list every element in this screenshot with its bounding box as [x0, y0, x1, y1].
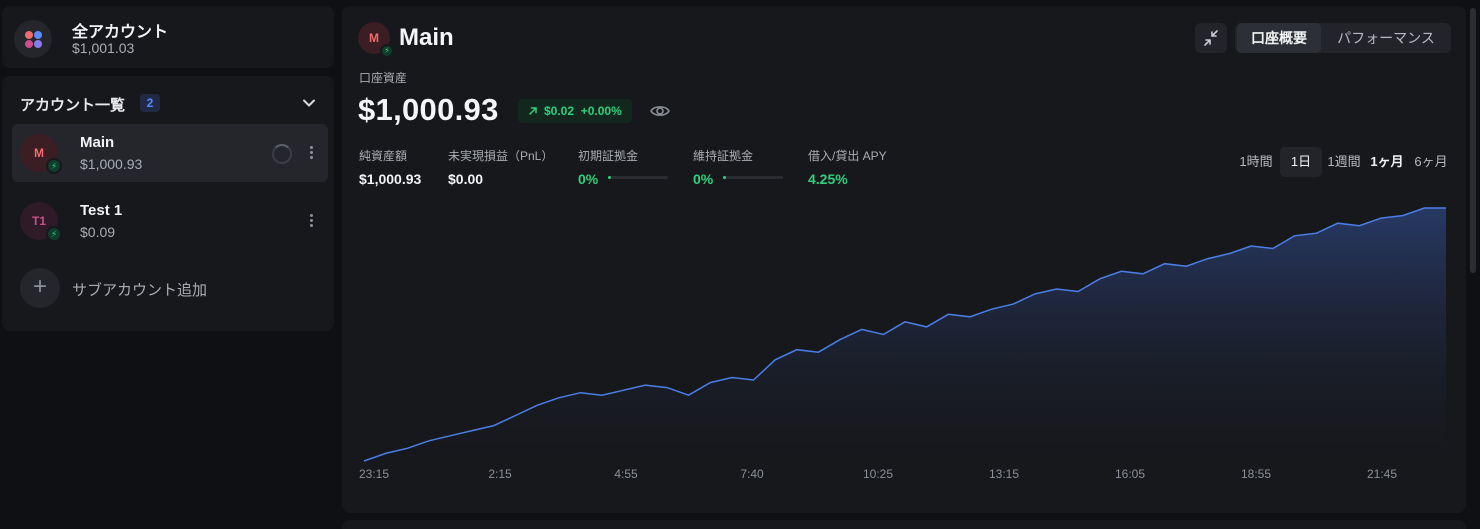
- bolt-icon: ⚡: [46, 158, 62, 174]
- account-list-header: アカウント一覧: [20, 97, 126, 114]
- change-percent: +0.00%: [580, 104, 622, 118]
- change-amount: $0.02: [544, 104, 575, 118]
- stat-value: 4.25%: [808, 171, 848, 187]
- equity-value: $1,000.93: [358, 92, 499, 127]
- stat-initial-margin: 初期証拠金 0%: [578, 147, 638, 187]
- stat-value: $1,000.93: [359, 171, 422, 187]
- page-title: Main: [399, 24, 454, 51]
- account-list-card: アカウント一覧 2 M ⚡ Main $1,000.93 T1 ⚡ Test 1…: [2, 76, 334, 331]
- account-name: Main: [80, 134, 115, 151]
- equity-label: 口座資産: [359, 71, 408, 85]
- all-accounts-title: 全アカウント: [72, 24, 169, 41]
- stat-label: 未実現損益（PnL）: [448, 149, 554, 163]
- maintenance-margin-bar: [723, 176, 783, 179]
- arrow-up-right-icon: [529, 107, 537, 115]
- chart-area-fill: [364, 208, 1446, 461]
- kebab-menu-icon[interactable]: [302, 144, 320, 164]
- initial-margin-bar: [608, 176, 668, 179]
- stat-label: 借入/貸出 APY: [808, 149, 887, 163]
- bolt-icon: ⚡: [46, 226, 62, 242]
- account-value: $0.09: [80, 224, 116, 240]
- stat-label: 初期証拠金: [578, 149, 639, 163]
- all-accounts-card[interactable]: 全アカウント $1,001.03: [2, 6, 334, 68]
- loading-spinner-icon: [272, 144, 292, 164]
- stat-borrow-lend-apy: 借入/貸出 APY 4.25%: [808, 147, 887, 187]
- stat-label: 維持証拠金: [693, 149, 754, 163]
- range-1-day[interactable]: 1日: [1280, 147, 1322, 177]
- tab-account-overview[interactable]: 口座概要: [1237, 23, 1321, 53]
- stat-unrealized-pnl: 未実現損益（PnL） $0.00: [448, 147, 553, 187]
- eye-icon[interactable]: [649, 101, 671, 121]
- account-value: $1,000.93: [80, 156, 143, 172]
- range-1-week[interactable]: 1週間: [1327, 154, 1361, 169]
- stat-net-equity: 純資産額 $1,000.93: [359, 147, 421, 187]
- tab-performance[interactable]: パフォーマンス: [1337, 30, 1435, 46]
- equity-chart: 23:15 2:15 4:55 7:40 10:25 13:15 16:05 18:55 21:…: [359, 207, 1446, 481]
- chevron-down-icon[interactable]: [302, 96, 316, 110]
- stat-label: 純資産額: [359, 149, 408, 163]
- avatar: M: [20, 134, 58, 172]
- view-tabs: 口座概要 パフォーマンス: [1235, 23, 1451, 53]
- range-1-hour[interactable]: 1時間: [1239, 154, 1273, 169]
- stat-value: 0%: [578, 171, 599, 187]
- collapse-arrows-icon: [1204, 30, 1218, 46]
- x-tick-label: 23:15: [359, 467, 389, 481]
- kebab-menu-icon[interactable]: [302, 212, 320, 232]
- x-tick-label: 18:55: [1241, 467, 1271, 481]
- account-overview-panel: M ⚡ Main 口座概要 パフォーマンス 口座資産 $1,000.93 $0.…: [342, 6, 1466, 513]
- x-tick-label: 4:55: [614, 467, 638, 481]
- chart-series-line: [363, 207, 1446, 462]
- stat-maintenance-margin: 維持証拠金 0%: [693, 147, 753, 187]
- bolt-icon: ⚡: [380, 44, 394, 58]
- stat-value: 0%: [693, 171, 714, 187]
- account-count-badge: 2: [140, 94, 160, 112]
- add-subaccount-label[interactable]: サブアカウント追加: [72, 282, 208, 299]
- account-row-test-1[interactable]: T1 ⚡ Test 1 $0.09: [12, 192, 328, 250]
- x-tick-label: 13:15: [989, 467, 1019, 481]
- x-tick-label: 10:25: [863, 467, 893, 481]
- x-tick-label: 7:40: [740, 467, 764, 481]
- account-row-main[interactable]: M ⚡ Main $1,000.93: [12, 124, 328, 182]
- change-badge: $0.02 +0.00%: [518, 99, 632, 123]
- range-6-months[interactable]: 6ヶ月: [1414, 154, 1448, 169]
- all-accounts-value: $1,001.03: [72, 40, 135, 56]
- page-scrollbar[interactable]: [1470, 8, 1476, 273]
- next-card-edge: [342, 520, 1466, 529]
- account-name: Test 1: [80, 202, 123, 219]
- add-subaccount-button[interactable]: +: [20, 268, 60, 308]
- x-tick-label: 21:45: [1367, 467, 1397, 481]
- collapse-button[interactable]: [1195, 23, 1227, 53]
- x-tick-label: 16:05: [1115, 467, 1145, 481]
- four-dots-icon: [14, 20, 52, 58]
- stat-value: $0.00: [448, 171, 484, 187]
- range-1-month[interactable]: 1ヶ月: [1370, 154, 1404, 169]
- x-tick-label: 2:15: [488, 467, 512, 481]
